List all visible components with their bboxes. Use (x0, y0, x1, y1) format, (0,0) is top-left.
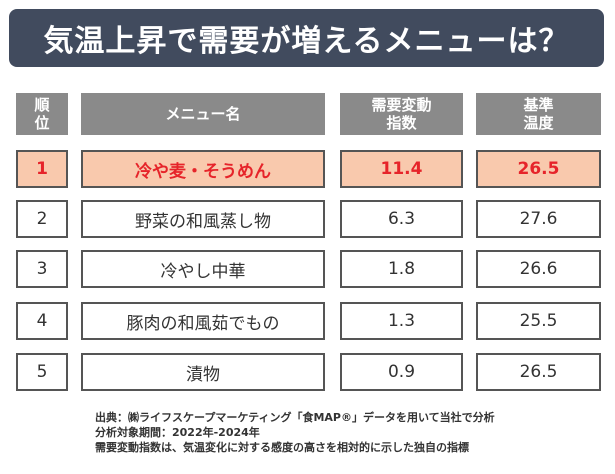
row-4-temp: 25.5 (476, 302, 601, 340)
row-1-menu: 冷や麦・そうめん (81, 150, 325, 188)
row-2-menu: 野菜の和風蒸し物 (81, 200, 325, 238)
header-temp-label: 基準 温度 (523, 96, 554, 132)
row-5-rank: 5 (16, 353, 68, 391)
row-5-index: 0.9 (340, 353, 463, 391)
footer-period: 分析対象期間：2022年-2024年 (95, 426, 260, 439)
row-4-rank: 4 (16, 302, 68, 340)
row-3-temp: 26.6 (476, 250, 601, 288)
header-rank-label: 順 位 (34, 96, 50, 132)
row-3-rank: 3 (16, 250, 68, 288)
row-1-index: 11.4 (340, 150, 463, 188)
row-2-rank: 2 (16, 200, 68, 238)
row-1-rank: 1 (16, 150, 68, 188)
header-temp: 基準 温度 (476, 93, 601, 135)
row-1-temp: 26.5 (476, 150, 601, 188)
header-rank: 順 位 (16, 93, 68, 135)
header-index: 需要変動 指数 (340, 93, 463, 135)
row-5-menu: 漬物 (81, 353, 325, 391)
row-5-temp: 26.5 (476, 353, 601, 391)
page-title: 気温上昇で需要が増えるメニューは？ (9, 9, 604, 67)
row-3-index: 1.8 (340, 250, 463, 288)
row-4-menu: 豚肉の和風茹でもの (81, 302, 325, 340)
footer-notes: 出典：㈱ライフスケープマーケティング「食MAP®」データを用いて当社で分析 分析… (95, 410, 610, 455)
footer-definition: 需要変動指数は、気温変化に対する感度の高さを相対的に示した独自の指標 (95, 441, 469, 454)
footer-source: 出典：㈱ライフスケープマーケティング「食MAP®」データを用いて当社で分析 (95, 411, 495, 424)
header-menu: メニュー名 (81, 93, 325, 135)
row-4-index: 1.3 (340, 302, 463, 340)
row-3-menu: 冷やし中華 (81, 250, 325, 288)
header-index-label: 需要変動 指数 (371, 96, 432, 132)
row-2-index: 6.3 (340, 200, 463, 238)
row-2-temp: 27.6 (476, 200, 601, 238)
header-menu-label: メニュー名 (165, 105, 241, 123)
